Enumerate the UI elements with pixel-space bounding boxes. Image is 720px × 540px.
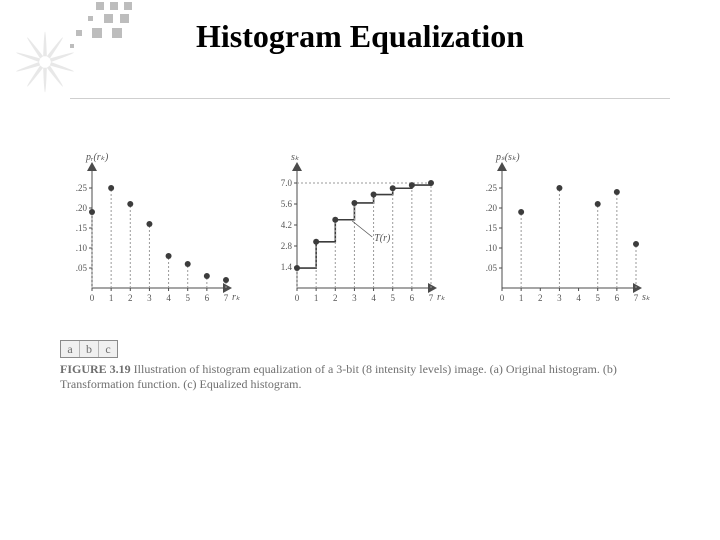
figure-caption-text: Illustration of histogram equalization o… (60, 362, 617, 391)
svg-text:7: 7 (429, 293, 434, 303)
svg-text:1: 1 (519, 293, 524, 303)
svg-text:3: 3 (557, 293, 562, 303)
svg-text:6: 6 (205, 293, 210, 303)
svg-text:.10: .10 (76, 243, 88, 253)
figure-caption: FIGURE 3.19 Illustration of histogram eq… (60, 362, 660, 392)
svg-text:.20: .20 (486, 203, 498, 213)
svg-text:rₖ: rₖ (437, 292, 445, 303)
svg-text:pₛ(sₖ): pₛ(sₖ) (495, 152, 520, 163)
svg-text:.05: .05 (76, 263, 88, 273)
svg-text:2.8: 2.8 (281, 241, 293, 251)
svg-text:5: 5 (595, 293, 600, 303)
svg-text:7.0: 7.0 (281, 178, 293, 188)
panel-label-c: c (99, 341, 117, 357)
svg-text:5: 5 (390, 293, 395, 303)
svg-text:6: 6 (615, 293, 620, 303)
svg-text:.10: .10 (486, 243, 498, 253)
svg-text:2: 2 (128, 293, 133, 303)
figure-label: FIGURE 3.19 (60, 362, 131, 376)
svg-text:4: 4 (166, 293, 171, 303)
svg-text:0: 0 (295, 293, 300, 303)
page-title-wrap: Histogram Equalization (0, 18, 720, 55)
svg-text:rₖ: rₖ (232, 292, 240, 303)
svg-text:4: 4 (371, 293, 376, 303)
svg-text:1: 1 (314, 293, 319, 303)
svg-text:0: 0 (500, 293, 505, 303)
svg-text:3: 3 (352, 293, 357, 303)
svg-text:1.4: 1.4 (281, 262, 293, 272)
chart-c-equalized-histogram: .05 .10 .15 .20 .25 0 1 2 3 4 5 6 7 pₛ(sₖ) sₖ (470, 150, 650, 310)
svg-text:.05: .05 (486, 263, 498, 273)
svg-text:0: 0 (90, 293, 95, 303)
chart-panels: .05 .10 .15 .20 .25 0 1 2 3 4 5 6 7 pᵣ(rₖ) rₖ 1.4 2.8 4.… (60, 150, 660, 330)
svg-text:sₖ: sₖ (642, 292, 650, 303)
svg-text:4.2: 4.2 (281, 220, 292, 230)
chart-a-original-histogram: .05 .10 .15 .20 .25 0 1 2 3 4 5 6 7 pᵣ(rₖ) rₖ (60, 150, 240, 310)
panel-label-b: b (80, 341, 99, 357)
svg-text:.20: .20 (76, 203, 88, 213)
svg-text:5.6: 5.6 (281, 199, 293, 209)
svg-text:.25: .25 (486, 183, 498, 193)
chart-b-transformation: 1.4 2.8 4.2 5.6 7.0 0 1 2 3 4 5 6 7 sₖ rₖ T(r) (265, 150, 445, 310)
svg-text:3: 3 (147, 293, 152, 303)
svg-text:6: 6 (410, 293, 415, 303)
svg-text:7: 7 (634, 293, 639, 303)
title-divider (70, 98, 670, 99)
svg-text:7: 7 (224, 293, 229, 303)
svg-text:.15: .15 (76, 223, 88, 233)
page-title: Histogram Equalization (196, 18, 524, 54)
panel-label-a: a (61, 341, 80, 357)
svg-text:2: 2 (538, 293, 543, 303)
svg-text:sₖ: sₖ (291, 152, 300, 163)
panel-label-box: a b c (60, 340, 118, 358)
svg-text:5: 5 (185, 293, 190, 303)
svg-text:pᵣ(rₖ): pᵣ(rₖ) (85, 152, 109, 163)
svg-text:.15: .15 (486, 223, 498, 233)
svg-text:4: 4 (576, 293, 581, 303)
svg-text:T(r): T(r) (374, 233, 391, 244)
svg-text:.25: .25 (76, 183, 88, 193)
svg-text:1: 1 (109, 293, 114, 303)
svg-text:2: 2 (333, 293, 338, 303)
